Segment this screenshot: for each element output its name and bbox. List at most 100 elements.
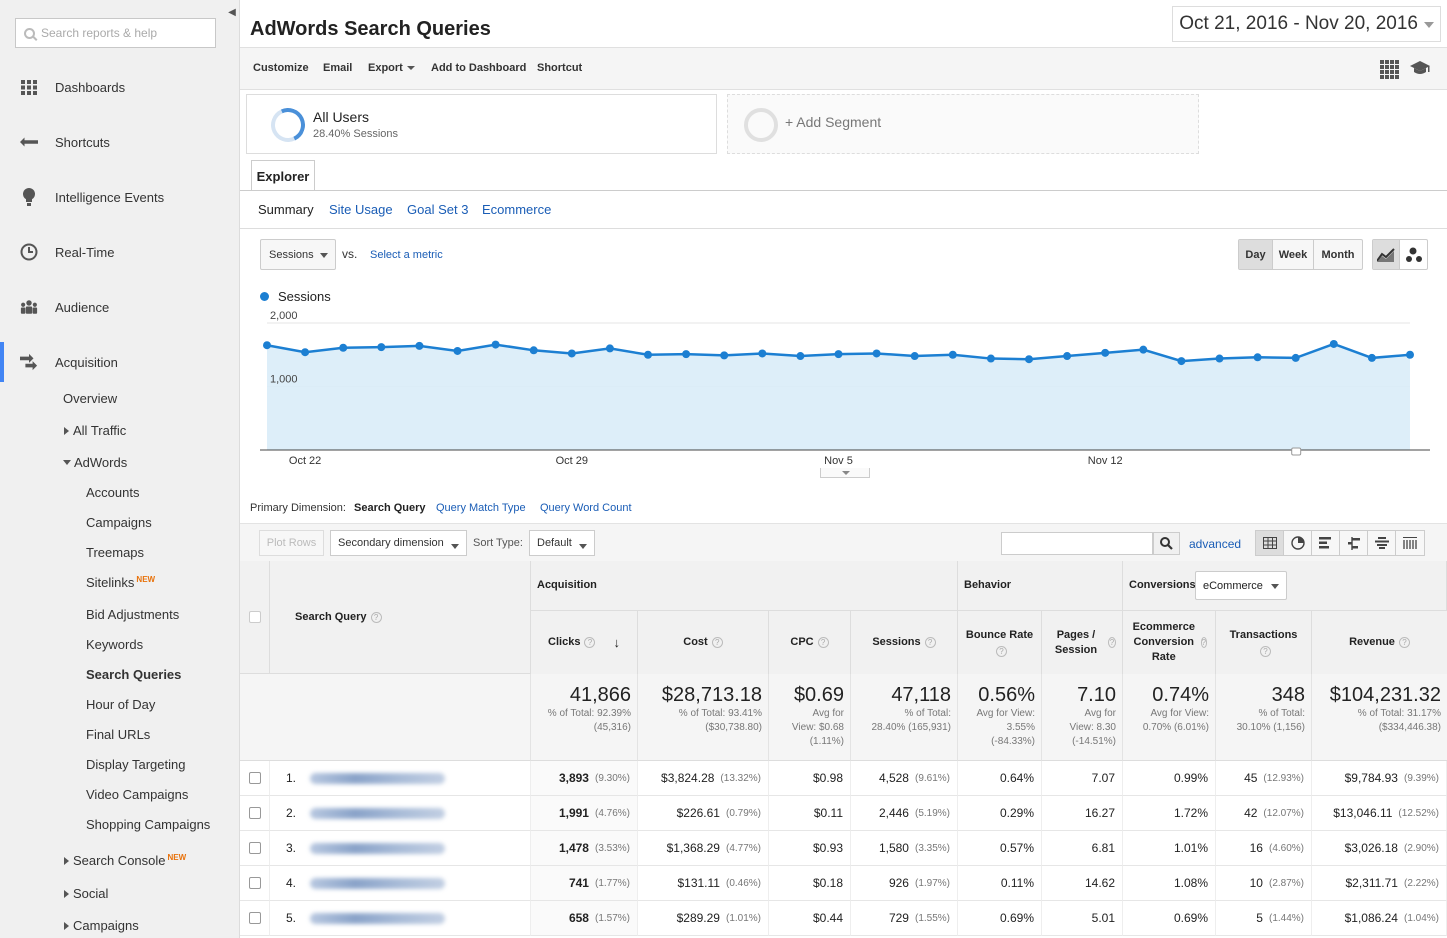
table-row-query[interactable]: 5. xyxy=(270,901,531,936)
subtab-site-usage[interactable]: Site Usage xyxy=(329,202,393,217)
col-cpc[interactable]: CPC? xyxy=(769,611,851,674)
table-filter-input[interactable] xyxy=(1001,532,1153,555)
segment-all-users[interactable]: All Users 28.40% Sessions xyxy=(246,94,717,154)
data-point[interactable] xyxy=(1215,354,1224,363)
sidebar-item-social[interactable]: Social xyxy=(64,886,108,901)
col-transactions[interactable]: Transactions? xyxy=(1216,611,1312,674)
sidebar-item-adwords[interactable]: AdWords xyxy=(63,455,127,470)
data-point[interactable] xyxy=(1101,348,1110,357)
help-icon[interactable]: ? xyxy=(370,611,382,623)
col-clicks[interactable]: Clicks? ↓ xyxy=(531,611,638,674)
export-button[interactable]: Export xyxy=(368,62,415,74)
sidebar-item-display-targeting[interactable]: Display Targeting xyxy=(86,757,186,772)
sidebar-item-acquisition[interactable]: Acquisition xyxy=(0,342,240,382)
table-row-query[interactable]: 1. xyxy=(270,761,531,796)
motion-chart-icon[interactable] xyxy=(1400,240,1427,269)
row-checkbox[interactable] xyxy=(248,877,261,889)
data-point[interactable] xyxy=(605,344,614,353)
secondary-dimension-select[interactable]: Secondary dimension xyxy=(330,530,467,556)
data-point[interactable] xyxy=(834,350,843,359)
sidebar-item-campaigns[interactable]: Campaigns xyxy=(86,515,152,530)
pie-view-icon[interactable] xyxy=(1284,531,1312,555)
dimension-query-word-count[interactable]: Query Word Count xyxy=(540,502,632,514)
data-point[interactable] xyxy=(339,343,348,352)
plot-rows-button[interactable]: Plot Rows xyxy=(259,530,324,556)
data-point[interactable] xyxy=(567,349,576,358)
date-range-picker[interactable]: Oct 21, 2016 - Nov 20, 2016 xyxy=(1172,6,1441,42)
customize-button[interactable]: Customize xyxy=(253,62,309,74)
select-all-checkbox[interactable] xyxy=(248,611,261,623)
period-day-button[interactable]: Day xyxy=(1239,240,1273,269)
sidebar-item-search-console[interactable]: Search Console NEW xyxy=(64,853,186,868)
sidebar-item-accounts[interactable]: Accounts xyxy=(86,485,140,500)
col-bounce-rate[interactable]: Bounce Rate? xyxy=(958,611,1042,674)
help-icon[interactable]: ? xyxy=(711,637,723,648)
data-point[interactable] xyxy=(301,348,310,357)
data-point[interactable] xyxy=(1063,352,1072,361)
search-query-header[interactable]: Search Query? xyxy=(270,561,531,674)
term-cloud-view-icon[interactable] xyxy=(1368,531,1396,555)
shortcut-button[interactable]: Shortcut xyxy=(537,62,583,74)
add-segment-button[interactable]: + Add Segment xyxy=(727,94,1199,154)
sidebar-item-treemaps[interactable]: Treemaps xyxy=(86,545,145,560)
sidebar-search-input[interactable]: Search reports & help xyxy=(15,18,216,48)
sort-type-select[interactable]: Default xyxy=(529,530,595,556)
data-point[interactable] xyxy=(872,349,881,358)
subtab-summary[interactable]: Summary xyxy=(258,202,314,217)
data-point[interactable] xyxy=(644,350,652,359)
data-point[interactable] xyxy=(758,349,767,358)
metric-select[interactable]: Sessions xyxy=(260,239,336,270)
graduation-cap-icon[interactable] xyxy=(1410,61,1430,79)
data-point[interactable] xyxy=(1139,345,1148,354)
help-icon[interactable]: ? xyxy=(924,637,936,648)
row-checkbox[interactable] xyxy=(248,912,261,924)
data-point[interactable] xyxy=(1329,339,1338,348)
col-sessions[interactable]: Sessions? xyxy=(851,611,958,674)
data-point[interactable] xyxy=(948,350,957,359)
sidebar-item-sitelinks[interactable]: Sitelinks NEW xyxy=(86,575,155,590)
data-point[interactable] xyxy=(1253,353,1262,362)
tab-explorer[interactable]: Explorer xyxy=(251,160,315,191)
table-search-button[interactable] xyxy=(1153,532,1180,555)
bar-view-icon[interactable] xyxy=(1312,531,1340,555)
sidebar-item-search-queries[interactable]: Search Queries xyxy=(86,667,182,682)
data-point[interactable] xyxy=(720,351,729,360)
collapse-sidebar-icon[interactable]: ◀ xyxy=(228,6,236,18)
row-checkbox[interactable] xyxy=(248,842,261,854)
row-checkbox[interactable] xyxy=(248,772,261,784)
data-point[interactable] xyxy=(1025,355,1033,364)
advanced-filter-link[interactable]: advanced xyxy=(1189,537,1242,551)
data-point[interactable] xyxy=(796,352,805,361)
data-point[interactable] xyxy=(491,340,500,349)
data-point[interactable] xyxy=(453,346,462,355)
data-point[interactable] xyxy=(415,341,424,350)
sidebar-item-video-campaigns[interactable]: Video Campaigns xyxy=(86,787,189,802)
row-checkbox[interactable] xyxy=(248,807,261,819)
table-row-query[interactable]: 2. xyxy=(270,796,531,831)
sidebar-item-final-urls[interactable]: Final URLs xyxy=(86,727,151,742)
help-icon[interactable]: ? xyxy=(817,637,829,648)
sidebar-item-audience[interactable]: Audience xyxy=(0,292,240,322)
sidebar-item-hour-of-day[interactable]: Hour of Day xyxy=(86,697,156,712)
help-icon[interactable]: ? xyxy=(584,637,596,648)
data-point[interactable] xyxy=(682,350,691,359)
data-point[interactable] xyxy=(377,343,386,352)
sidebar-item-all-traffic[interactable]: All Traffic xyxy=(64,423,126,438)
sidebar-item-dashboards[interactable]: Dashboards xyxy=(0,72,240,102)
dimension-search-query[interactable]: Search Query xyxy=(354,502,426,514)
data-point[interactable] xyxy=(263,341,271,350)
data-point[interactable] xyxy=(1406,350,1414,359)
table-view-icon[interactable] xyxy=(1256,531,1284,555)
sidebar-item-intelligence-events[interactable]: Intelligence Events xyxy=(0,182,240,212)
table-row-query[interactable]: 4. xyxy=(270,866,531,901)
help-icon[interactable]: ? xyxy=(1107,637,1116,648)
sidebar-item-shortcuts[interactable]: Shortcuts xyxy=(0,127,240,157)
pivot-view-icon[interactable] xyxy=(1396,531,1424,555)
data-point[interactable] xyxy=(910,352,919,361)
select-metric-link[interactable]: Select a metric xyxy=(370,249,443,261)
chart-resize-handle[interactable] xyxy=(820,468,870,478)
help-icon[interactable]: ? xyxy=(1200,637,1207,648)
col-cost[interactable]: Cost? xyxy=(638,611,769,674)
data-point[interactable] xyxy=(1367,353,1376,362)
table-row-query[interactable]: 3. xyxy=(270,831,531,866)
